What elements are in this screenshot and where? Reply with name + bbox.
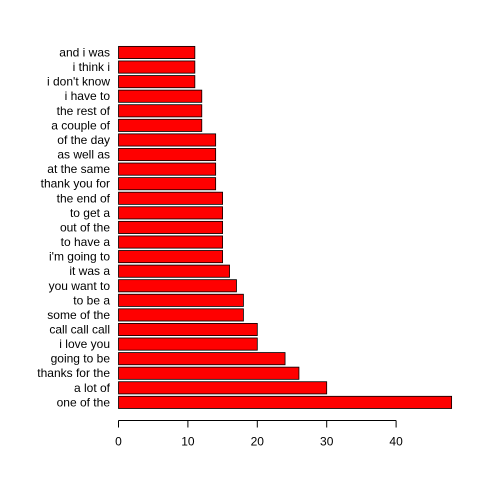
- bar: [118, 60, 196, 74]
- bar: [118, 191, 223, 205]
- bar: [118, 118, 203, 132]
- x-tick-label: 30: [320, 435, 334, 449]
- bar: [118, 264, 230, 278]
- bar: [118, 89, 203, 103]
- bar: [118, 220, 223, 234]
- bar: [118, 279, 237, 293]
- category-label: the rest of: [57, 104, 111, 118]
- x-tick-label: 0: [115, 435, 122, 449]
- category-label: of the day: [57, 133, 110, 147]
- category-label: a couple of: [51, 118, 110, 132]
- category-label: to have a: [61, 235, 111, 249]
- bar: [118, 177, 217, 191]
- bar: [118, 293, 244, 307]
- bar: [118, 337, 258, 351]
- category-label: to be a: [73, 293, 110, 307]
- bar: [118, 250, 223, 264]
- bar: [118, 45, 196, 59]
- bar: [118, 104, 203, 118]
- bar: [118, 206, 223, 220]
- category-label: i'm going to: [49, 250, 110, 264]
- category-label: one of the: [57, 395, 111, 409]
- bar: [118, 133, 217, 147]
- x-tick-label: 20: [251, 435, 265, 449]
- category-label: thank you for: [41, 177, 110, 191]
- x-tick-label: 10: [181, 435, 195, 449]
- category-label: to get a: [70, 206, 110, 220]
- category-label: i have to: [65, 89, 111, 103]
- category-label: as well as: [57, 148, 110, 162]
- x-tick-label: 40: [389, 435, 403, 449]
- category-label: at the same: [47, 162, 110, 176]
- category-label: the end of: [57, 191, 111, 205]
- bar: [118, 308, 244, 322]
- category-label: you want to: [49, 279, 111, 293]
- bar: [118, 322, 258, 336]
- bar: [118, 162, 217, 176]
- bar: [118, 395, 453, 409]
- bar: [118, 148, 217, 162]
- bar: [118, 366, 300, 380]
- bar: [118, 235, 223, 249]
- category-label: some of the: [47, 308, 110, 322]
- x-axis: 0 10 20 30 40: [115, 420, 403, 449]
- category-label: thanks for the: [37, 366, 110, 380]
- bars-group: [118, 45, 453, 409]
- category-label: it was a: [69, 264, 110, 278]
- category-label: a lot of: [74, 381, 111, 395]
- category-label: call call call: [49, 323, 110, 337]
- category-label: and i was: [59, 45, 110, 59]
- bar: [118, 352, 286, 366]
- bar: [118, 75, 196, 89]
- category-label: i love you: [59, 337, 110, 351]
- category-label: going to be: [51, 352, 111, 366]
- category-label: out of the: [60, 220, 110, 234]
- category-label: i don't know: [47, 75, 110, 89]
- category-label: i think i: [73, 60, 110, 74]
- bar: [118, 381, 328, 395]
